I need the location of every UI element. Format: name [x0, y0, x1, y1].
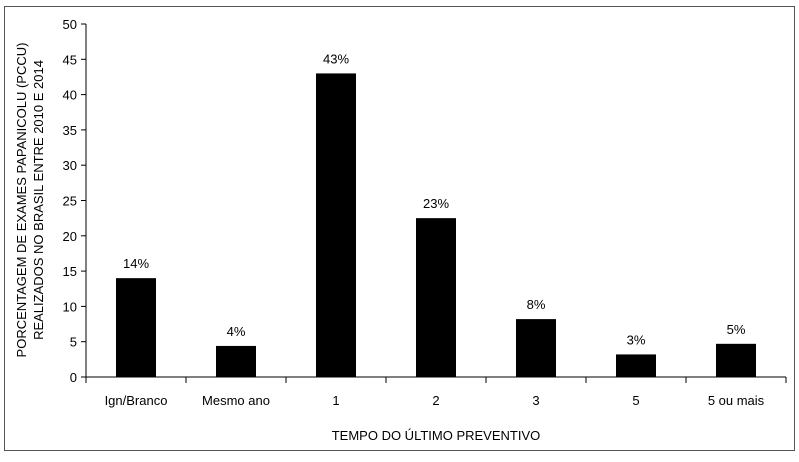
y-axis-title-line-2: REALIZADOS NO BRASIL ENTRE 2010 E 2014: [31, 60, 46, 340]
y-tick-label: 10: [63, 299, 77, 314]
x-tick-label: 3: [532, 393, 539, 408]
chart-border: [4, 6, 795, 451]
y-tick-label: 0: [70, 370, 77, 385]
y-tick-label: 5: [70, 335, 77, 350]
bar: [216, 345, 256, 377]
bar: [616, 354, 656, 377]
bars: 14% Ign/Branco 4% Mesmo ano 43% 1 23% 2 8% 3 3% 5 5%…: [105, 51, 765, 408]
axes: 0 5 10 15 20 25 30 35 40 45 50: [63, 17, 787, 385]
y-tick-label: 30: [63, 158, 77, 173]
data-label: 23%: [423, 196, 449, 211]
data-label: 3%: [627, 332, 646, 347]
x-tick-label: 1: [332, 393, 339, 408]
y-tick-label: 45: [63, 52, 77, 67]
data-label: 5%: [727, 322, 746, 337]
x-tick-label: Ign/Branco: [105, 393, 168, 408]
bar: [516, 319, 556, 377]
bar: [116, 278, 156, 377]
x-axis-title: TEMPO DO ÚLTIMO PREVENTIVO: [332, 428, 541, 443]
bar: [316, 73, 356, 378]
data-label: 43%: [323, 51, 349, 66]
x-tick-label: Mesmo ano: [202, 393, 270, 408]
y-tick-label: 50: [63, 17, 77, 32]
y-tick-label: 25: [63, 194, 77, 209]
y-axis-title: PORCENTAGEM DE EXAMES PAPANICOLU (PCCU) …: [14, 43, 46, 358]
data-label: 8%: [527, 297, 546, 312]
y-tick-label: 40: [63, 88, 77, 103]
x-tick-label: 2: [432, 393, 439, 408]
data-label: 4%: [227, 324, 246, 339]
bar: [716, 343, 756, 377]
x-tick-label: 5: [632, 393, 639, 408]
y-axis-title-line-1: PORCENTAGEM DE EXAMES PAPANICOLU (PCCU): [14, 43, 29, 358]
y-tick-label: 20: [63, 229, 77, 244]
bar: [416, 218, 456, 377]
x-tick-label: 5 ou mais: [708, 393, 765, 408]
data-label: 14%: [123, 256, 149, 271]
y-tick-label: 15: [63, 264, 77, 279]
y-tick-label: 35: [63, 123, 77, 138]
